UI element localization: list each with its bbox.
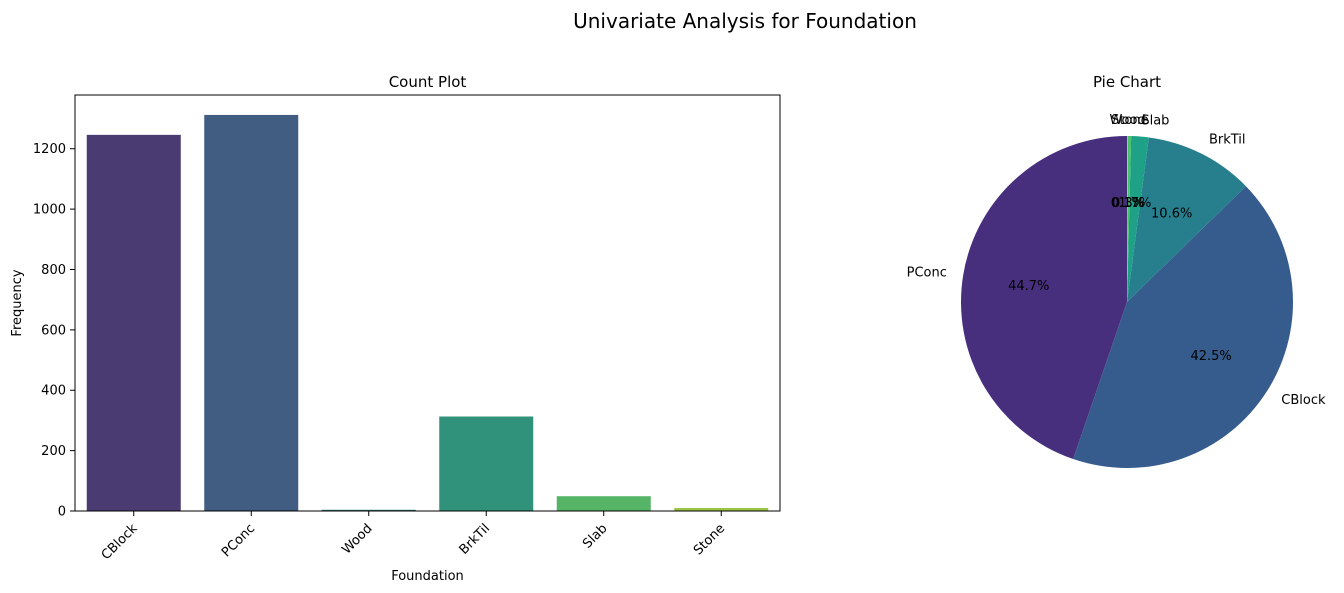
x-tick-label: BrkTil (457, 521, 493, 557)
y-tick-label: 1000 (33, 203, 66, 218)
y-tick-label: 800 (41, 263, 66, 278)
pie-slice-cblock (1073, 186, 1293, 468)
pie-percent-label: 42.5% (1190, 349, 1231, 364)
count-plot-title: Count Plot (389, 73, 467, 91)
pie-percent-label: 10.6% (1151, 206, 1192, 221)
pie-percent-label: 0.3% (1112, 196, 1145, 211)
x-tick-label: Slab (580, 521, 610, 551)
pie-category-label: CBlock (1281, 393, 1326, 408)
count-plot-axes: Count Plot 0 200 400 600 800 1000 1200 CBlock P… (10, 73, 781, 584)
pie-percent-label: 0.1% (1111, 196, 1144, 211)
pie-slice-stone (1127, 136, 1132, 302)
y-tick-label: 1200 (33, 142, 66, 157)
pie-chart-axes: Pie Chart PConc 44.7% CBlock 42.5% BrkTil 10.… (907, 73, 1326, 468)
pie-slice-group (960, 136, 1293, 468)
x-tick-label: CBlock (99, 521, 141, 563)
bar-group (86, 114, 769, 511)
x-axis-label: Foundation (391, 569, 464, 584)
bar-slab (556, 496, 651, 511)
pie-label-group: PConc 44.7% CBlock 42.5% BrkTil 10.6% Slab 1.7%… (907, 113, 1326, 408)
bar-stone (674, 507, 769, 511)
x-tick-label: Stone (691, 521, 728, 558)
y-tick-label: 600 (41, 323, 66, 338)
x-tick-label: Wood (339, 521, 375, 557)
bar-wood (321, 509, 416, 511)
y-tick-label: 200 (41, 444, 66, 459)
pie-chart-title: Pie Chart (1093, 73, 1161, 91)
count-plot-frame (74, 94, 781, 512)
pie-category-label: PConc (907, 265, 947, 280)
y-tick-label: 400 (41, 384, 66, 399)
pie-category-label: Slab (1141, 113, 1169, 128)
figure-suptitle: Univariate Analysis for Foundation (573, 9, 917, 33)
bar-pconc (204, 114, 299, 511)
pie-category-label: BrkTil (1209, 132, 1246, 147)
y-tick-label: 0 (58, 505, 66, 520)
pie-slice-brktil (1127, 137, 1246, 302)
x-axis-ticks: CBlock PConc Wood BrkTil Slab Stone (99, 511, 728, 563)
bar-brktil (439, 416, 534, 511)
pie-slice-slab (1127, 136, 1149, 302)
pie-category-label: Stone (1111, 113, 1149, 128)
bar-cblock (86, 134, 181, 511)
y-axis-label: Frequency (10, 269, 25, 336)
y-axis-ticks: 0 200 400 600 800 1000 1200 (33, 142, 75, 520)
pie-percent-label: 44.7% (1008, 279, 1049, 294)
x-tick-label: PConc (219, 521, 258, 560)
pie-category-label: Wood (1109, 113, 1145, 128)
pie-slice-wood (1127, 136, 1129, 302)
pie-percent-label: 1.7% (1118, 196, 1151, 211)
pie-slice-pconc (960, 136, 1127, 460)
